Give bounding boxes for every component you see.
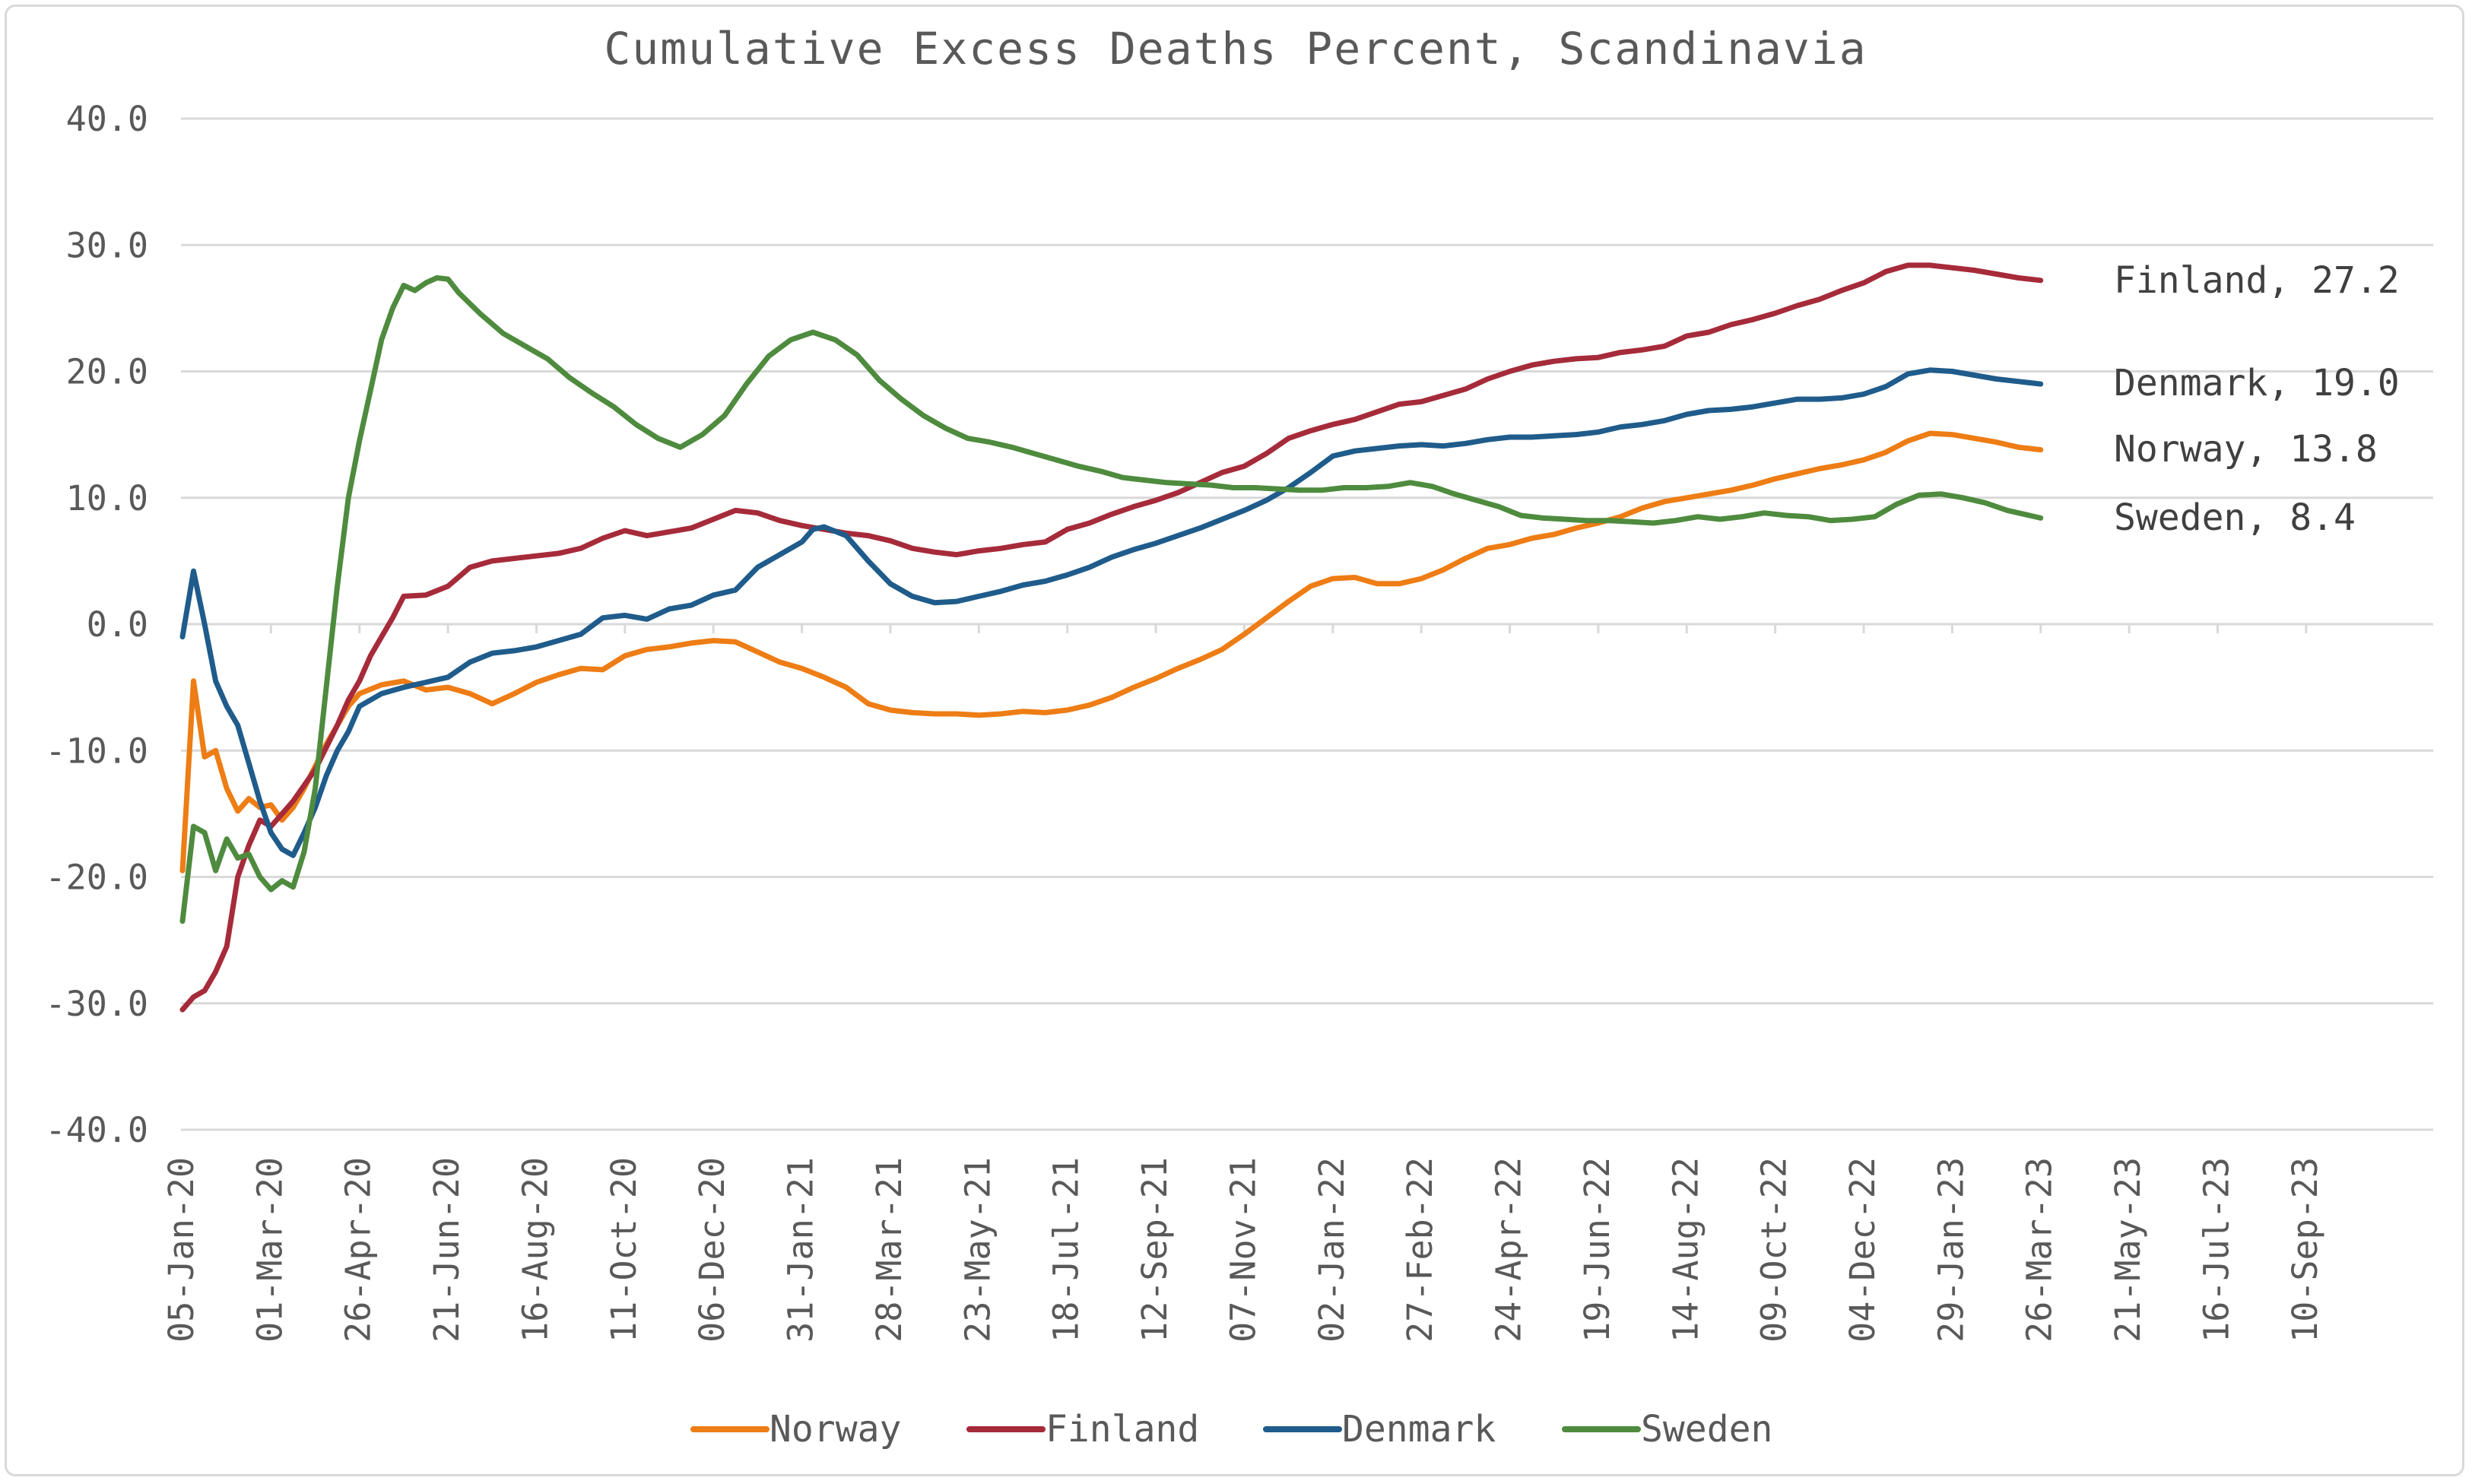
y-tick-label: 40.0 [66,99,148,139]
end-label-sweden: Sweden, 8.4 [2114,496,2356,539]
x-tick-label: 21-May-23 [2108,1157,2148,1343]
x-tick-label: 26-Mar-23 [2020,1157,2060,1343]
x-tick-label: 06-Dec-20 [692,1157,732,1343]
x-tick-label: 18-Jul-21 [1046,1157,1087,1343]
x-tick-label: 10-Sep-23 [2285,1157,2325,1343]
y-tick-label: 0.0 [87,604,148,645]
end-label-finland: Finland, 27.2 [2114,259,2400,302]
x-tick-label: 31-Jan-21 [781,1157,821,1343]
y-tick-label: -30.0 [46,984,148,1024]
series-line-finland [179,262,2044,1013]
legend-label-denmark: Denmark [1342,1408,1496,1451]
chart-frame [5,5,2464,1476]
x-axis-ticks: 05-Jan-20 01-Mar-20 26-Apr-20 21-Jun-20 16-A… [161,624,2325,1343]
x-tick-label: 27-Feb-22 [1400,1157,1440,1343]
series-lines [179,262,2044,1013]
x-tick-label: 07-Nov-21 [1223,1157,1263,1343]
x-tick-label: 14-Aug-22 [1665,1157,1706,1343]
x-tick-label: 05-Jan-20 [161,1157,202,1343]
x-tick-label: 04-Dec-22 [1842,1157,1883,1343]
y-tick-label: 10.0 [66,478,148,518]
x-tick-label: 24-Apr-22 [1489,1157,1529,1343]
legend-label-finland: Finland [1046,1408,1199,1451]
x-tick-label: 29-Jan-23 [1931,1157,1971,1343]
chart-title: Cumulative Excess Deaths Percent, Scandi… [604,23,1867,75]
grid-lines [181,117,2433,1131]
x-tick-label: 23-May-21 [957,1157,998,1343]
y-axis-ticks: 40.0 30.0 20.0 10.0 0.0 -10.0 -20.0 -30.0 -40.0 [46,99,148,1150]
x-tick-label: 28-Mar-21 [869,1157,909,1343]
series-line-norway [179,430,2044,874]
end-label-denmark: Denmark, 19.0 [2114,362,2400,404]
x-tick-label: 11-Oct-20 [604,1157,644,1343]
end-label-norway: Norway, 13.8 [2114,428,2378,471]
series-line-sweden [179,275,2044,924]
series-line-denmark [179,367,2044,858]
x-tick-label: 02-Jan-22 [1312,1157,1352,1343]
y-tick-label: -40.0 [46,1110,148,1150]
x-tick-label: 26-Apr-20 [338,1157,379,1343]
legend-label-norway: Norway [770,1408,901,1451]
x-tick-label: 19-Jun-22 [1577,1157,1617,1343]
y-tick-label: -20.0 [46,858,148,898]
y-tick-label: 20.0 [66,352,148,392]
x-tick-label: 12-Sep-21 [1134,1157,1175,1343]
end-labels: Norway, 13.8 Finland, 27.2 Denmark, 19.0 Sw… [2114,259,2400,539]
y-tick-label: 30.0 [66,225,148,265]
y-tick-label: -10.0 [46,731,148,771]
x-tick-label: 16-Aug-20 [515,1157,555,1343]
legend-label-sweden: Sweden [1641,1408,1772,1451]
x-tick-label: 09-Oct-22 [1754,1157,1795,1343]
legend: Norway Finland Denmark Sweden [690,1408,1772,1451]
x-tick-label: 01-Mar-20 [249,1157,290,1343]
x-tick-label: 21-Jun-20 [427,1157,467,1343]
x-tick-label: 16-Jul-23 [2196,1157,2236,1343]
